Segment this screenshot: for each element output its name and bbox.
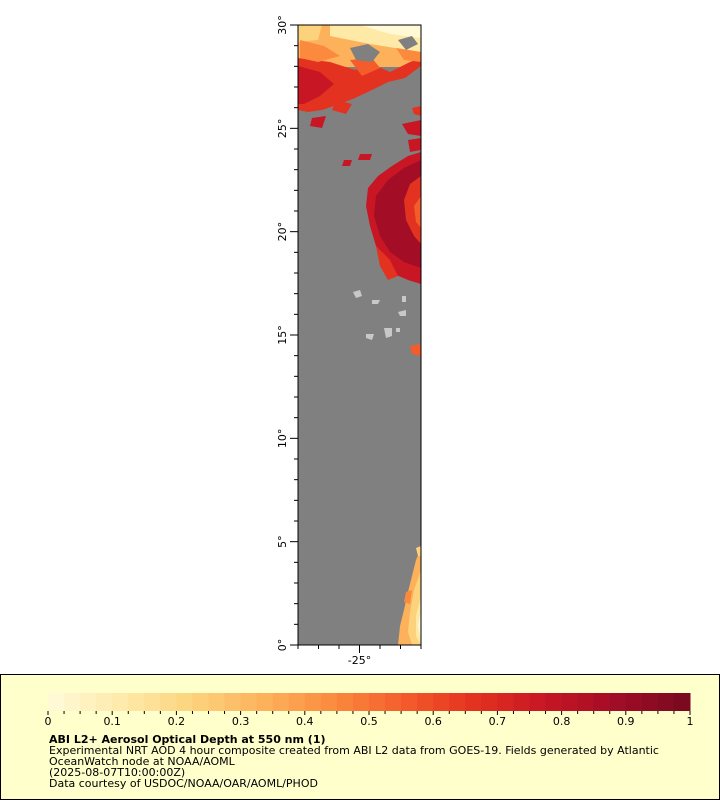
color-scale-segment — [609, 693, 627, 711]
color-scale-segment — [625, 693, 643, 711]
color-scale-segment — [128, 693, 145, 711]
scale-tick-label: 0.9 — [617, 715, 635, 728]
lat-label: 0° — [276, 639, 289, 652]
color-scale-ticks: 0 0.1 0.2 0.3 0.4 0.5 0.6 0.7 0.8 0.9 1 — [45, 711, 694, 728]
color-scale-segment — [449, 693, 466, 711]
scale-tick-label: 0.6 — [424, 715, 442, 728]
map-description-line-1: Experimental NRT AOD 4 hour composite cr… — [49, 744, 659, 757]
lat-label: 10° — [276, 429, 289, 449]
color-scale-segment — [208, 693, 226, 711]
scale-tick-label: 1 — [687, 715, 694, 728]
color-scale-segment — [561, 693, 579, 711]
color-scale-segment — [192, 693, 209, 711]
color-scale-bar — [48, 693, 691, 711]
lat-label: 5° — [276, 535, 289, 548]
scale-tick-label: 0.4 — [296, 715, 314, 728]
color-scale-segment — [256, 693, 274, 711]
color-scale-segment — [112, 693, 129, 711]
color-scale-segment — [144, 693, 161, 711]
islands — [353, 290, 406, 340]
color-scale-segment — [529, 693, 547, 711]
color-scale-segment — [657, 693, 675, 711]
color-scale-segment — [433, 693, 450, 711]
lat-label: 15° — [276, 325, 289, 345]
color-scale-segment — [545, 693, 563, 711]
color-scale-segment — [288, 693, 306, 711]
color-scale-segment — [369, 693, 386, 711]
color-scale-segment — [352, 693, 370, 711]
aod-field-coastal — [410, 344, 421, 356]
color-scale-segment — [385, 693, 402, 711]
map-title: ABI L2+ Aerosol Optical Depth at 550 nm … — [49, 733, 326, 746]
color-scale-segment — [497, 693, 514, 711]
lon-label: -25° — [348, 654, 371, 667]
color-scale-segment — [240, 693, 258, 711]
scale-tick-label: 0.1 — [103, 715, 121, 728]
aod-field-south — [398, 546, 421, 645]
scale-tick-label: 0.7 — [489, 715, 507, 728]
color-scale-segment — [513, 693, 530, 711]
color-scale-segment — [336, 693, 354, 711]
color-scale-segment — [641, 693, 659, 711]
color-scale-segment — [401, 693, 418, 711]
ocean-background — [298, 25, 421, 645]
map-description-line-2: OceanWatch node at NOAA/AOML — [49, 755, 235, 768]
color-scale: 0 0.1 0.2 0.3 0.4 0.5 0.6 0.7 0.8 0.9 1 — [45, 693, 694, 728]
aod-field-central — [342, 138, 421, 284]
color-scale-segment — [673, 693, 691, 711]
latitude-axis: 30° 25° 20° 15° 10° 5° 0° — [276, 15, 298, 651]
scale-tick-label: 0.3 — [232, 715, 250, 728]
color-scale-segment — [304, 693, 322, 711]
data-credit: Data courtesy of USDOC/NOAA/OAR/AOML/PHO… — [49, 777, 318, 790]
lat-label: 25° — [276, 119, 289, 139]
color-scale-segment — [481, 693, 498, 711]
map-timestamp: (2025-08-07T10:00:00Z) — [49, 766, 186, 779]
color-scale-segment — [272, 693, 290, 711]
scale-tick-label: 0 — [45, 715, 52, 728]
color-scale-segment — [417, 693, 434, 711]
legend-panel: 0 0.1 0.2 0.3 0.4 0.5 0.6 0.7 0.8 0.9 1 ABI L2+ Ae… — [0, 674, 720, 800]
map-frame — [298, 25, 421, 645]
map-figure: 30° 25° 20° 15° 10° 5° 0° -25° — [276, 15, 422, 667]
color-scale-segment — [320, 693, 338, 711]
longitude-axis: -25° — [297, 645, 422, 667]
color-scale-segment — [160, 693, 177, 711]
color-scale-segment — [80, 693, 97, 711]
color-scale-segment — [176, 693, 193, 711]
scale-tick-label: 0.5 — [360, 715, 378, 728]
color-scale-segment — [465, 693, 482, 711]
scale-tick-label: 0.2 — [168, 715, 186, 728]
color-scale-segment — [48, 693, 65, 711]
color-scale-segment — [224, 693, 242, 711]
color-scale-segment — [577, 693, 595, 711]
color-scale-segment — [96, 693, 113, 711]
color-scale-segment — [593, 693, 611, 711]
lat-label: 30° — [276, 15, 289, 35]
color-scale-segment — [64, 693, 81, 711]
lat-label: 20° — [276, 222, 289, 242]
scale-tick-label: 0.8 — [553, 715, 571, 728]
